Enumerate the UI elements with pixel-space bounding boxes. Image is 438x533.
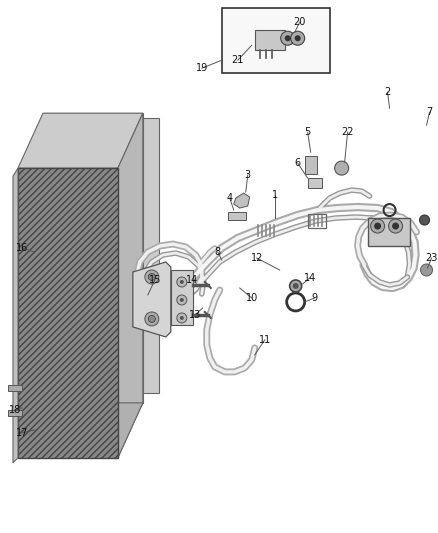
Polygon shape [234, 193, 250, 208]
Text: 9: 9 [311, 293, 318, 303]
Text: 16: 16 [16, 243, 28, 253]
Text: 18: 18 [9, 405, 21, 415]
Circle shape [177, 313, 187, 323]
Circle shape [290, 280, 302, 292]
Text: 17: 17 [16, 428, 28, 438]
Text: 7: 7 [427, 107, 433, 117]
Circle shape [180, 316, 184, 320]
Circle shape [180, 298, 184, 302]
Circle shape [389, 219, 403, 233]
Circle shape [420, 264, 433, 276]
Polygon shape [118, 113, 143, 458]
Circle shape [145, 270, 159, 284]
Text: 12: 12 [251, 253, 263, 263]
Circle shape [291, 31, 305, 45]
Text: 1: 1 [272, 190, 278, 200]
Text: 23: 23 [425, 253, 438, 263]
Polygon shape [18, 403, 143, 458]
Polygon shape [13, 168, 18, 463]
Text: 19: 19 [196, 63, 208, 73]
Circle shape [145, 312, 159, 326]
Text: 4: 4 [227, 193, 233, 203]
Circle shape [148, 273, 155, 280]
Circle shape [295, 35, 300, 41]
Circle shape [392, 223, 399, 230]
Text: 11: 11 [258, 335, 271, 345]
Text: 5: 5 [304, 127, 311, 137]
Circle shape [148, 316, 155, 322]
Text: 21: 21 [232, 55, 244, 65]
Circle shape [285, 35, 291, 41]
Polygon shape [18, 168, 118, 458]
Text: 10: 10 [246, 293, 258, 303]
Bar [367, 218, 410, 246]
Text: 2: 2 [385, 87, 391, 97]
Circle shape [371, 219, 385, 233]
Bar [8, 385, 22, 391]
Bar [8, 410, 22, 416]
Bar [222, 9, 330, 73]
Text: 13: 13 [189, 310, 201, 320]
Circle shape [281, 31, 295, 45]
Text: 6: 6 [295, 158, 301, 168]
Polygon shape [18, 113, 143, 168]
Bar [143, 118, 159, 393]
Text: 22: 22 [341, 127, 354, 137]
Circle shape [374, 223, 381, 230]
Bar [307, 178, 321, 188]
Bar [307, 214, 325, 228]
Text: 14: 14 [186, 275, 198, 285]
Text: 15: 15 [148, 275, 161, 285]
Text: 20: 20 [293, 17, 306, 27]
Bar [305, 156, 317, 174]
Circle shape [180, 280, 184, 284]
Text: 8: 8 [215, 247, 221, 257]
Bar [255, 30, 285, 50]
Text: 3: 3 [245, 170, 251, 180]
Circle shape [335, 161, 349, 175]
Circle shape [420, 215, 430, 225]
Circle shape [177, 277, 187, 287]
Polygon shape [133, 262, 171, 337]
Polygon shape [43, 113, 143, 403]
Bar [171, 270, 193, 325]
Circle shape [177, 295, 187, 305]
Circle shape [293, 283, 299, 289]
Bar [228, 212, 246, 220]
Text: 14: 14 [304, 273, 316, 283]
